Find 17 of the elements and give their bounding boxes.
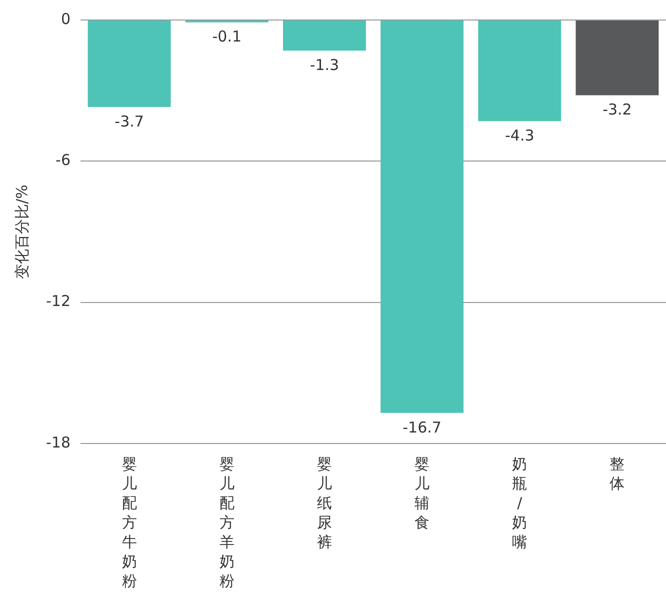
y-tick-label: -18 [46,433,70,452]
data-label: -4.3 [504,126,534,145]
y-tick-label: -12 [46,292,70,310]
x-tick-label: 婴儿配方羊奶粉 [219,455,234,590]
x-tick-label: 奶瓶/奶嘴 [512,455,528,552]
data-label: -0.1 [212,28,242,46]
y-tick-label: 0 [60,10,70,28]
data-label: -3.2 [602,100,632,119]
x-tick-label: 婴儿辅食 [414,455,430,532]
y-tick-label: -6 [56,151,70,170]
data-label: -16.7 [402,418,442,436]
x-tick-label: 婴儿纸尿裤 [316,455,332,552]
x-tick-label: 整体 [610,455,625,493]
y-axis-title: 变化百分比/% [12,184,31,279]
data-label: -1.3 [310,56,340,74]
data-label: -3.7 [114,112,144,130]
x-tick-label: 婴儿配方牛奶粉 [122,455,137,590]
